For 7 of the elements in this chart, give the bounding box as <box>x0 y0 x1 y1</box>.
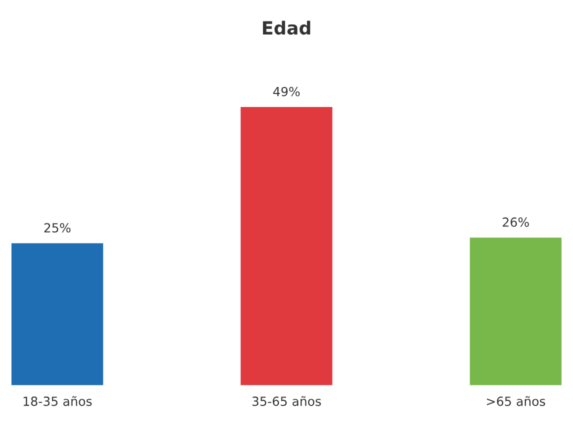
x-tick-label: 18-35 años <box>24 396 92 406</box>
data-label: 49% <box>273 86 300 96</box>
data-label: 26% <box>502 217 529 227</box>
data-label: 25% <box>44 223 70 233</box>
x-tick-label: >65 años <box>486 396 546 406</box>
x-tick-label: 35-65 años <box>252 396 321 406</box>
chart-title: Edad <box>262 20 310 35</box>
